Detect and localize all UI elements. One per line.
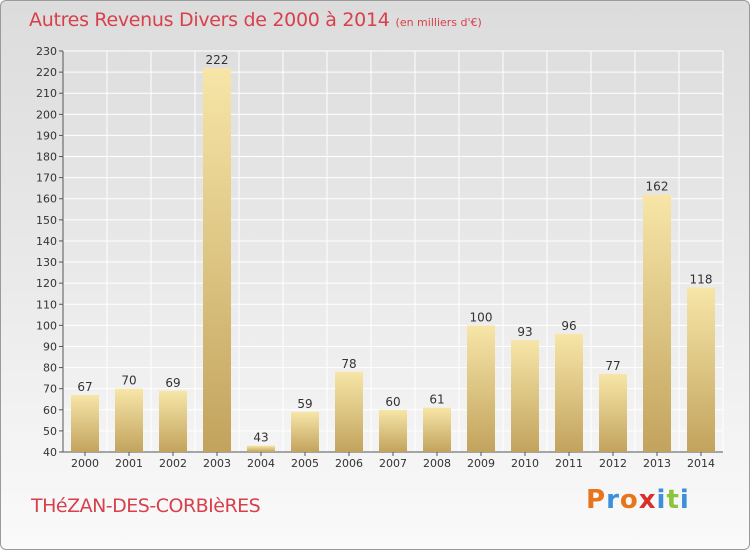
data-label: 69: [165, 376, 180, 390]
data-label: 162: [646, 180, 669, 194]
brand-letter: t: [666, 485, 680, 515]
y-tick-label: 180: [36, 151, 57, 164]
bar: [71, 395, 99, 452]
y-tick-label: 220: [36, 66, 57, 79]
x-tick-label: 2006: [335, 457, 363, 470]
brand-letter: r: [606, 485, 620, 515]
data-label: 78: [341, 357, 356, 371]
bar: [687, 287, 715, 452]
x-tick-label: 2010: [511, 457, 539, 470]
data-label: 67: [77, 380, 92, 394]
data-label: 96: [561, 319, 576, 333]
x-tick-label: 2013: [643, 457, 671, 470]
x-tick-label: 2012: [599, 457, 627, 470]
bar: [159, 390, 187, 452]
data-label: 59: [297, 397, 312, 411]
brand-letter: x: [638, 485, 657, 515]
chart-subtitle: (en milliers d'€): [395, 16, 482, 29]
x-tick-label: 2008: [423, 457, 451, 470]
axes: 40 50 60 70 80 90 100 110 120 130 140 150 160 170 180 1…: [36, 45, 723, 470]
data-label: 118: [690, 272, 713, 286]
x-tick-label: 2001: [115, 457, 143, 470]
y-tick-label: 40: [43, 446, 57, 459]
y-tick-label: 60: [43, 404, 57, 417]
data-label: 100: [470, 310, 493, 324]
y-tick-label: 150: [36, 214, 57, 227]
x-tick-label: 2002: [159, 457, 187, 470]
bar: [467, 325, 495, 452]
y-tick-label: 80: [43, 362, 57, 375]
bar: [379, 409, 407, 452]
bar: [291, 411, 319, 452]
y-tick-label: 50: [43, 425, 57, 438]
brand-letter: o: [619, 485, 639, 515]
brand-letter: P: [586, 485, 607, 515]
data-label: 222: [206, 53, 229, 67]
y-tick-label: 200: [36, 108, 57, 121]
x-tick-label: 2004: [247, 457, 275, 470]
x-tick-label: 2007: [379, 457, 407, 470]
y-tick-label: 130: [36, 256, 57, 269]
y-tick-label: 190: [36, 129, 57, 142]
chart-title: Autres Revenus Divers de 2000 à 2014: [29, 9, 390, 31]
y-tick-label: 160: [36, 193, 57, 206]
x-tick-label: 2011: [555, 457, 583, 470]
y-tick-label: 210: [36, 87, 57, 100]
y-tick-label: 120: [36, 277, 57, 290]
x-tick-label: 2009: [467, 457, 495, 470]
y-tick-label: 70: [43, 383, 57, 396]
brand-letter: i: [679, 485, 690, 515]
chart-title-block: Autres Revenus Divers de 2000 à 2014 (en …: [29, 9, 482, 31]
x-tick-label: 2014: [687, 457, 715, 470]
data-label: 60: [385, 395, 400, 409]
y-tick-label: 140: [36, 235, 57, 248]
y-tick-label: 170: [36, 172, 57, 185]
y-tick-label: 100: [36, 319, 57, 332]
bar: [511, 340, 539, 452]
bar: [115, 388, 143, 452]
data-label: 93: [517, 325, 532, 339]
data-label: 43: [253, 431, 268, 445]
y-tick-label: 110: [36, 298, 57, 311]
bars: [71, 67, 715, 452]
bar: [247, 445, 275, 452]
data-labels: 67 70 69 222 43 59 78 60 61 100 93 96 77 162 118: [77, 53, 712, 445]
commune-name: THéZAN-DES-CORBIèRES: [31, 495, 261, 517]
y-tick-label: 230: [36, 45, 57, 58]
bar: [643, 194, 671, 452]
bar: [203, 67, 231, 452]
x-tick-label: 2003: [203, 457, 231, 470]
bar: [599, 373, 627, 452]
data-label: 77: [605, 359, 620, 373]
y-tick-label: 90: [43, 340, 57, 353]
data-label: 61: [429, 393, 444, 407]
proxiti-logo[interactable]: Proxiti: [586, 485, 690, 515]
bar: [335, 371, 363, 452]
data-label: 70: [121, 374, 136, 388]
x-tick-label: 2000: [71, 457, 99, 470]
brand-letter: i: [656, 485, 667, 515]
x-tick-label: 2005: [291, 457, 319, 470]
bar: [423, 407, 451, 452]
bar: [555, 333, 583, 452]
